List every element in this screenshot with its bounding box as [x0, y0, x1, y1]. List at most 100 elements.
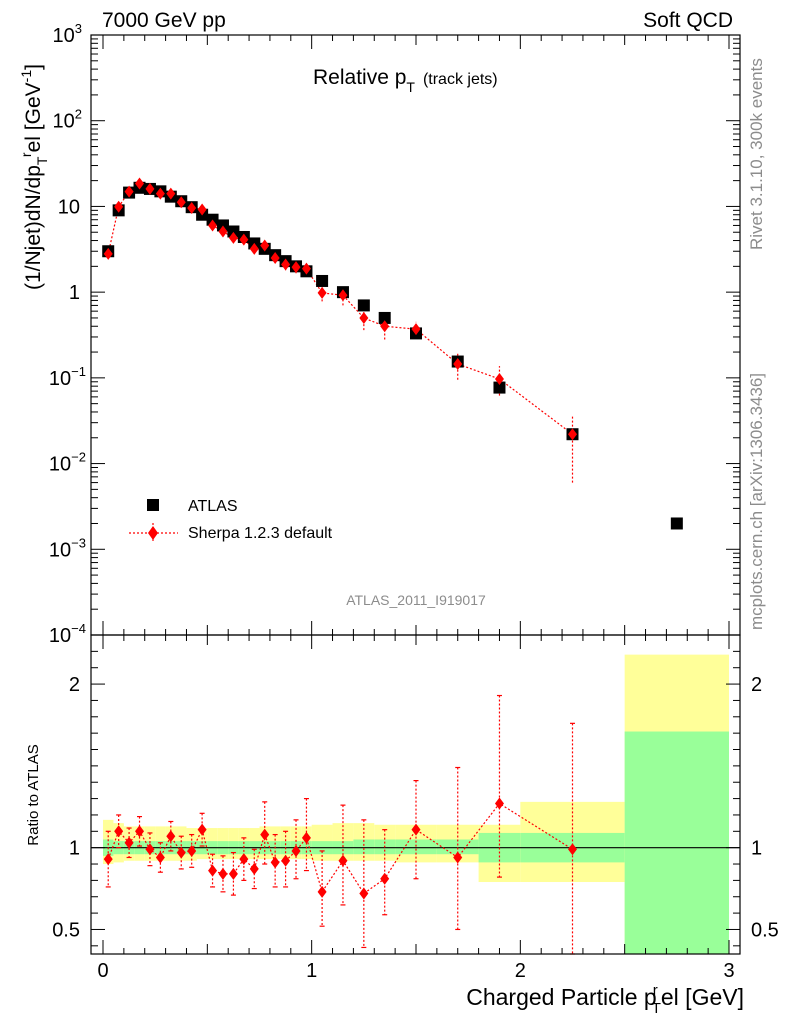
ratio-plot-y-ticks: 0.5 0.5 1 1 2 2: [52, 650, 779, 947]
x-tick-label: 3: [723, 960, 734, 982]
main-plot-series: [102, 177, 683, 530]
main-y-axis-label: (1/Njet)dN/dpTrel [GeV-1]: [18, 64, 50, 290]
y-tick-label-base: 10: [53, 111, 75, 133]
x-axis-label: Charged Particle pr Tel [GeV]: [466, 982, 744, 1017]
chart-title-note: (track jets): [423, 71, 498, 88]
x-tick-label: 1: [306, 960, 317, 982]
sherpa-point: [411, 323, 421, 336]
sherpa-point: [145, 182, 155, 195]
sherpa-point: [197, 203, 207, 216]
ratio-point: [145, 843, 155, 856]
legend-atlas-marker: [147, 499, 159, 511]
sherpa-point: [124, 185, 134, 198]
ratio-y-tick-label-right: 1: [751, 838, 762, 860]
y-tick-label-base: 10: [49, 539, 71, 561]
ratio-uncertainty-bands: [103, 654, 729, 954]
legend-sherpa-marker: [148, 526, 158, 540]
sherpa-point: [166, 187, 176, 200]
header-left-label: 7000 GeV pp: [102, 9, 226, 32]
ratio-point: [453, 851, 463, 864]
xlabel-main: Charged Particle p: [466, 984, 657, 1010]
ratio-point: [249, 862, 259, 875]
inner-band: [353, 839, 375, 855]
sherpa-point: [317, 286, 327, 299]
sherpa-point: [114, 200, 124, 213]
ylabel-main: (1/Njet)dN/dp: [22, 165, 45, 290]
y-tick-label-base: 1: [69, 282, 80, 304]
y-tick-label-base: 10: [49, 625, 71, 647]
ratio-plot-series: [103, 694, 577, 955]
sherpa-point: [380, 320, 390, 333]
sherpa-point: [218, 225, 228, 238]
y-tick-label: 10−3: [49, 535, 86, 561]
y-tick-label: 10: [58, 196, 80, 218]
ratio-plot-panel: 0.5 0.5 1 1 2 2 0 1 2 3 Ratio to ATLAS Charged P…: [25, 634, 779, 1017]
ratio-point: [359, 887, 369, 900]
legend: ATLAS Sherpa 1.2.3 default: [129, 498, 333, 543]
y-tick-label-exp: −1: [71, 364, 86, 379]
ylabel-unit-sup: -1: [18, 70, 34, 83]
y-tick-label: 10−1: [49, 364, 86, 390]
ratio-point: [568, 843, 577, 856]
ratio-point: [270, 856, 280, 869]
y-tick-label-exp: 2: [75, 107, 82, 122]
ylabel-close: ]: [22, 64, 45, 70]
ratio-y-tick-label: 2: [69, 674, 80, 696]
atlas-point: [378, 311, 391, 324]
ratio-point: [124, 836, 134, 849]
ratio-point: [135, 825, 145, 838]
ratio-plot-x-ticks: 0 1 2 3: [97, 635, 735, 982]
atlas-point: [493, 381, 506, 394]
ratio-point: [301, 831, 311, 844]
y-tick-label-exp: −4: [71, 621, 86, 636]
ratio-point: [494, 797, 504, 810]
sherpa-point: [301, 262, 311, 275]
sherpa-point: [359, 311, 369, 324]
ratio-y-tick-label: 0.5: [52, 919, 80, 941]
ylabel-tail: el [GeV: [22, 82, 45, 152]
y-tick-label: 1: [69, 282, 80, 304]
y-tick-label-exp: −3: [71, 535, 86, 550]
sherpa-point: [155, 187, 165, 200]
xlabel-tail: el [GeV]: [661, 984, 744, 1010]
ratio-point: [218, 867, 228, 880]
sherpa-point: [260, 239, 270, 252]
sherpa-point: [270, 252, 280, 265]
ratio-point: [114, 825, 124, 838]
sherpa-point: [208, 219, 218, 232]
atlas-point: [670, 517, 683, 530]
sherpa-point: [135, 177, 145, 190]
ratio-point: [155, 851, 165, 864]
y-tick-label-exp: −2: [71, 450, 86, 465]
chart-title-main: Relative p: [313, 66, 406, 89]
legend-atlas-label: ATLAS: [188, 498, 238, 515]
ratio-point: [291, 844, 301, 857]
sherpa-point: [291, 261, 301, 274]
ratio-point: [317, 885, 327, 898]
ratio-point: [281, 854, 291, 867]
ratio-point: [176, 846, 186, 859]
ratio-point: [197, 823, 207, 836]
y-tick-label-base: 10: [49, 454, 71, 476]
sherpa-point: [228, 231, 238, 244]
ratio-y-tick-label-right: 0.5: [751, 919, 779, 941]
ratio-sherpa-line: [107, 802, 573, 895]
ratio-point: [239, 853, 249, 866]
ratio-y-axis-label: Ratio to ATLAS: [25, 744, 42, 845]
sherpa-point: [187, 201, 197, 214]
y-tick-label-base: 10: [58, 196, 80, 218]
y-tick-label-exp: 3: [75, 21, 82, 36]
source-label: mcplots.cern.ch [arXiv:1306.3436]: [747, 373, 766, 630]
ratio-point: [411, 823, 421, 836]
xlabel-sup: r: [653, 982, 658, 999]
atlas-point: [316, 274, 329, 287]
ylabel-sub: T: [34, 156, 50, 165]
sherpa-line: [107, 182, 573, 435]
analysis-label: ATLAS_2011_I919017: [346, 592, 486, 608]
xlabel-sub: T: [652, 1000, 661, 1017]
inner-band: [395, 839, 437, 855]
ratio-point: [380, 872, 390, 885]
